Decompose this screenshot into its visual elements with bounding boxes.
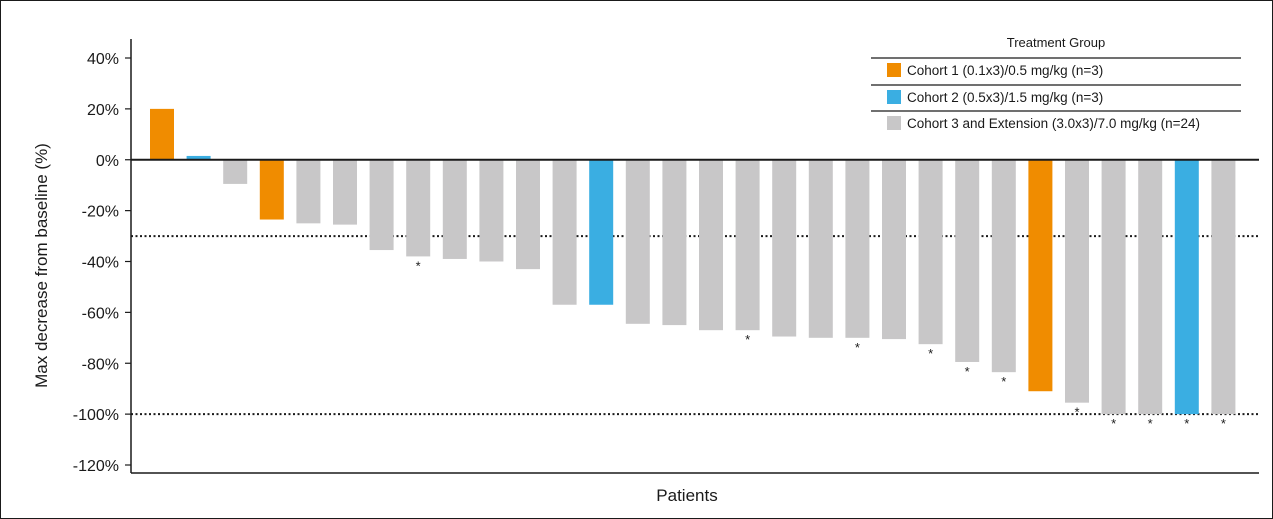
y-tick-label: 0% — [96, 153, 119, 170]
asterisk-marker: * — [855, 340, 860, 355]
bar — [625, 159, 650, 324]
y-tick-label: -60% — [82, 305, 119, 322]
y-axis-title: Max decrease from baseline (%) — [32, 143, 51, 388]
bar — [1138, 159, 1163, 415]
y-tick-label: 20% — [87, 102, 119, 119]
bar — [1101, 159, 1126, 415]
bar — [955, 159, 980, 362]
asterisk-marker: * — [928, 346, 933, 361]
y-tick-label: -20% — [82, 204, 119, 221]
legend-label: Cohort 2 (0.5x3)/1.5 mg/kg (n=3) — [907, 90, 1103, 105]
y-tick-label: 40% — [87, 51, 119, 68]
bar — [918, 159, 943, 345]
bar — [479, 159, 504, 262]
bar — [150, 108, 174, 160]
bar — [442, 159, 467, 259]
asterisk-markers: * * * * * * * * * * * — [416, 258, 1226, 431]
bar — [735, 159, 760, 331]
bar — [552, 159, 577, 305]
bars-group — [150, 108, 1236, 415]
bar — [1211, 159, 1236, 415]
bar — [991, 159, 1016, 373]
bar — [845, 159, 870, 338]
bar — [1065, 159, 1089, 403]
y-tick-label: -40% — [82, 255, 119, 272]
y-tick-label: -100% — [73, 407, 119, 424]
bar — [223, 159, 248, 184]
bar — [259, 159, 284, 220]
legend-label: Cohort 3 and Extension (3.0x3)/7.0 mg/kg… — [907, 116, 1200, 131]
x-axis-title: Patients — [656, 486, 717, 505]
legend-label: Cohort 1 (0.1x3)/0.5 mg/kg (n=3) — [907, 63, 1103, 78]
bar — [772, 159, 797, 337]
asterisk-marker: * — [1184, 416, 1189, 431]
y-tick-label: -80% — [82, 356, 119, 373]
asterisk-marker: * — [416, 258, 421, 273]
asterisk-marker: * — [745, 332, 750, 347]
legend-swatch — [887, 90, 901, 104]
legend-title: Treatment Group — [1007, 35, 1106, 50]
asterisk-marker: * — [1074, 405, 1079, 420]
axes — [130, 39, 1259, 474]
bar — [699, 159, 723, 331]
reference-lines — [131, 235, 1259, 416]
asterisk-marker: * — [1221, 416, 1226, 431]
bar — [808, 159, 833, 338]
bar — [516, 159, 540, 270]
bar — [662, 159, 687, 326]
bar — [882, 159, 906, 340]
asterisk-marker: * — [1148, 416, 1153, 431]
asterisk-marker: * — [1111, 416, 1116, 431]
bar — [369, 159, 394, 251]
bar — [406, 159, 431, 257]
bar — [1028, 159, 1053, 392]
bar — [186, 155, 211, 160]
y-tick-label: -120% — [73, 458, 119, 475]
legend: Treatment Group Cohort 1 (0.1x3)/0.5 mg/… — [871, 35, 1241, 131]
y-ticks: 40% 20% 0% -20% -40% -60% -80% -100% -120% — [73, 51, 131, 475]
asterisk-marker: * — [1001, 374, 1006, 389]
legend-swatch — [887, 116, 901, 130]
bar — [333, 159, 357, 225]
bar — [1174, 159, 1199, 415]
legend-swatch — [887, 63, 901, 77]
asterisk-marker: * — [965, 364, 970, 379]
bar — [589, 159, 614, 305]
bar — [296, 159, 321, 224]
